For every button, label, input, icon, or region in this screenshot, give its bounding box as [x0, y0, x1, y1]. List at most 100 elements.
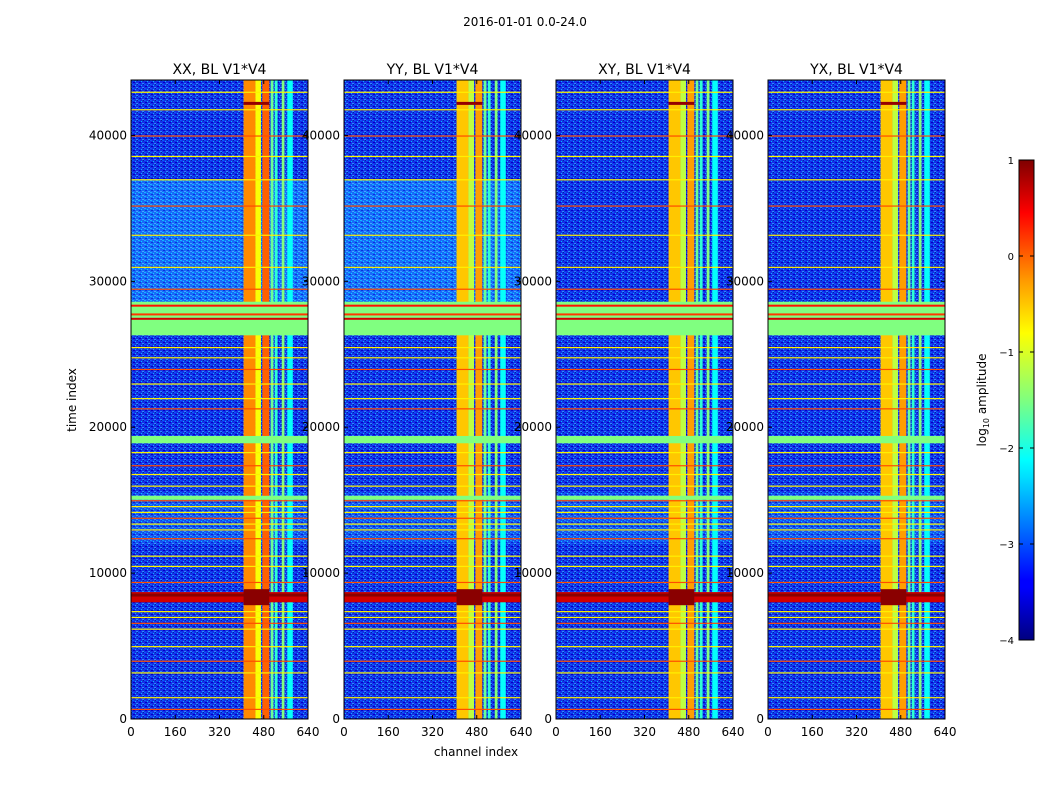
- rfi-channel-band: [899, 80, 907, 719]
- rfi-channel-band: [475, 80, 483, 719]
- time-flag-line: [131, 523, 308, 525]
- y-tick-label: 30000: [514, 274, 552, 288]
- colorbar-tick-label: 1: [1008, 156, 1014, 167]
- time-flag-line: [344, 398, 521, 400]
- rfi-channel-band: [243, 80, 256, 719]
- x-tick-label: 480: [252, 725, 275, 739]
- rfi-hotspot: [880, 101, 907, 105]
- y-tick-label: 40000: [89, 128, 127, 142]
- high-rfi-core-line: [768, 593, 945, 597]
- time-flag-line: [131, 517, 308, 519]
- time-flag-line: [768, 628, 945, 630]
- time-flag-line: [556, 408, 733, 410]
- time-flag-line: [344, 616, 521, 619]
- time-flag-line: [768, 266, 945, 268]
- rfi-hotspot: [243, 589, 270, 606]
- rfi-channel-band: [274, 80, 278, 719]
- time-flag-line: [344, 288, 521, 290]
- time-flag-line: [556, 473, 733, 476]
- time-flag-line: [768, 538, 945, 540]
- y-tick-label: 0: [332, 712, 340, 726]
- rfi-channel-band: [487, 80, 491, 719]
- time-flag-line: [344, 628, 521, 630]
- time-flag-line: [768, 660, 945, 662]
- rfi-hotspot: [880, 589, 907, 606]
- time-flag-line: [344, 511, 521, 514]
- x-tick-label: 320: [633, 725, 656, 739]
- time-flag-line: [131, 452, 308, 454]
- time-flag-line: [344, 506, 521, 508]
- time-flag-line: [556, 511, 733, 514]
- rfi-channel-band: [880, 80, 893, 719]
- y-tick-label: 20000: [514, 420, 552, 434]
- time-flag-line: [344, 408, 521, 410]
- time-flag-line: [131, 708, 308, 710]
- time-flag-line: [556, 581, 733, 584]
- time-flag-line: [768, 179, 945, 181]
- colorbar-tick-label: −3: [999, 540, 1014, 551]
- time-flag-line: [556, 383, 733, 385]
- y-tick-label: 20000: [726, 420, 764, 434]
- rfi-channel-band: [680, 80, 686, 719]
- time-flag-line: [768, 465, 945, 467]
- high-rfi-time-band: [131, 592, 308, 603]
- time-flag-line: [556, 346, 733, 349]
- time-flag-line: [131, 616, 308, 619]
- time-flag-line: [344, 368, 521, 371]
- panel-xy: XY, BL V1*V4 0 160 320 480 640 0 10000 20000 3000…: [514, 62, 745, 739]
- high-rfi-time-band: [556, 592, 733, 603]
- time-flag-line: [131, 506, 308, 508]
- x-tick-label: 160: [377, 725, 400, 739]
- y-tick-label: 0: [544, 712, 552, 726]
- heatmap-background: [768, 80, 945, 719]
- flag-edge-line: [556, 313, 733, 316]
- high-rfi-time-band: [768, 592, 945, 603]
- time-flag-line: [344, 660, 521, 662]
- rfi-channel-band: [918, 80, 922, 719]
- x-tick-label: 640: [934, 725, 957, 739]
- flagged-time-band: [344, 435, 521, 444]
- time-flag-line: [344, 523, 521, 525]
- time-flag-line: [131, 511, 308, 514]
- time-flag-line: [768, 383, 945, 385]
- panel-xx: XX, BL V1*V4 0 160 320 480 640 0 10000 20000 3000…: [89, 62, 320, 739]
- flagged-time-band: [556, 495, 733, 500]
- time-flag-line: [344, 565, 521, 568]
- flag-edge-line: [556, 317, 733, 320]
- x-tick-label: 0: [552, 725, 560, 739]
- time-flag-line: [556, 616, 733, 619]
- time-flag-line: [344, 234, 521, 236]
- high-rfi-core-line: [344, 593, 521, 597]
- time-flag-line: [131, 529, 308, 531]
- rfi-channel-band: [907, 80, 911, 719]
- rfi-channel-band: [892, 80, 898, 719]
- time-flag-line: [344, 109, 521, 111]
- time-flag-line: [768, 708, 945, 710]
- time-flag-line: [131, 565, 308, 568]
- time-flag-line: [556, 266, 733, 268]
- flagged-time-band: [556, 435, 733, 444]
- time-flag-line: [344, 383, 521, 385]
- time-flag-line: [556, 234, 733, 236]
- flagged-time-band: [131, 435, 308, 444]
- time-flag-line: [768, 288, 945, 290]
- time-flag-line: [131, 646, 308, 648]
- time-flag-line: [344, 500, 521, 502]
- rfi-channel-band: [706, 80, 710, 719]
- time-flag-line: [131, 538, 308, 540]
- time-flag-line: [131, 628, 308, 630]
- rfi-channel-band: [468, 80, 474, 719]
- rfi-channel-band: [699, 80, 703, 719]
- time-flag-line: [344, 91, 521, 93]
- time-flag-line: [556, 465, 733, 467]
- time-flag-line: [131, 555, 308, 557]
- rfi-channel-band: [695, 80, 699, 719]
- flag-edge-line: [344, 304, 521, 307]
- heatmap-high-amplitude-region: [344, 179, 521, 304]
- time-flag-line: [344, 357, 521, 359]
- flag-edge-line: [344, 317, 521, 320]
- flagged-time-band: [768, 495, 945, 500]
- flag-edge-line: [131, 313, 308, 316]
- time-flag-line: [556, 288, 733, 290]
